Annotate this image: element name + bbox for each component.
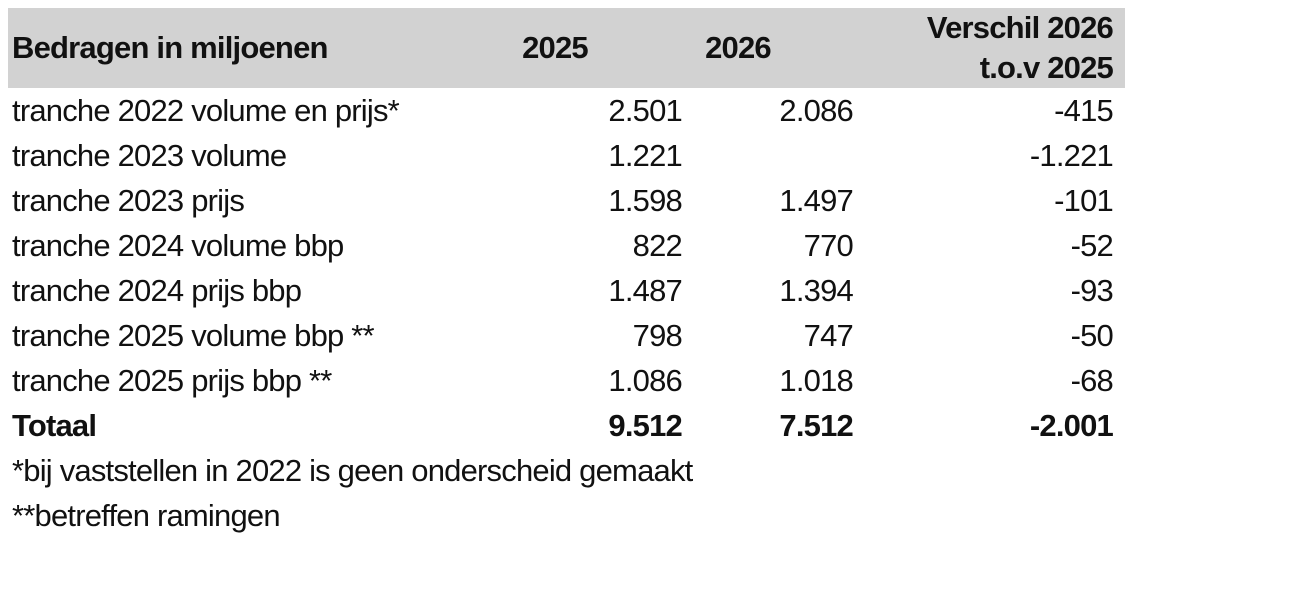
row-value-2026: 1.497 <box>779 182 853 218</box>
row-value-2025: 2.501 <box>608 92 682 128</box>
row-value-2026: 2.086 <box>779 92 853 128</box>
table-row: tranche 2024 prijs bbp 1.487 1.394 -93 <box>8 268 1125 313</box>
row-label: tranche 2024 prijs bbp <box>12 272 302 308</box>
row-value-difference: -2.001 <box>1029 407 1114 443</box>
table-row: tranche 2023 prijs 1.598 1.497 -101 <box>8 178 1125 223</box>
row-value-2025: 1.598 <box>608 182 682 218</box>
row-value-2026: 1.394 <box>779 272 853 308</box>
header-2025: 2025 <box>522 30 589 65</box>
header-difference-line1: Verschil 2026 <box>926 10 1114 45</box>
row-label: tranche 2025 volume bbp ** <box>12 317 375 353</box>
row-value-2025: 9.512 <box>608 407 682 443</box>
row-value-2025: 822 <box>632 227 683 263</box>
row-value-difference: -52 <box>1070 227 1114 263</box>
row-label: tranche 2022 volume en prijs* <box>12 92 400 128</box>
row-value-difference: -50 <box>1070 317 1114 353</box>
row-value-2025: 798 <box>632 317 683 353</box>
table-rows: tranche 2022 volume en prijs* 2.501 2.08… <box>8 88 1125 448</box>
row-label: tranche 2023 prijs <box>12 182 245 218</box>
row-value-2025: 1.086 <box>608 362 682 398</box>
row-value-difference: -415 <box>1054 92 1114 128</box>
row-value-2025: 1.221 <box>608 137 682 173</box>
table-row: tranche 2025 prijs bbp ** 1.086 1.018 -6… <box>8 358 1125 403</box>
row-value-2026: 7.512 <box>779 407 853 443</box>
row-value-2026: 747 <box>803 317 854 353</box>
header-difference: Verschil 2026 t.o.v 2025 <box>860 8 1125 88</box>
header-difference-line2: t.o.v 2025 <box>979 50 1114 85</box>
row-value-2026: 770 <box>803 227 854 263</box>
header-2026: 2026 <box>705 30 772 65</box>
header-amounts-label: Bedragen in miljoenen <box>12 30 328 65</box>
row-label: tranche 2023 volume <box>12 137 287 173</box>
row-value-2025: 1.487 <box>608 272 682 308</box>
table-row: tranche 2023 volume 1.221 -1.221 <box>8 133 1125 178</box>
table-row: tranche 2025 volume bbp ** 798 747 -50 <box>8 313 1125 358</box>
footnote-double-asterisk: **betreffen ramingen <box>12 497 281 533</box>
row-label: Totaal <box>12 407 97 443</box>
row-label: tranche 2025 prijs bbp ** <box>12 362 332 398</box>
table-row: tranche 2022 volume en prijs* 2.501 2.08… <box>8 88 1125 133</box>
row-value-difference: -93 <box>1070 272 1114 308</box>
table-header-row: Bedragen in miljoenen 2025 2026 Verschil… <box>8 8 1125 88</box>
row-value-difference: -1.221 <box>1029 137 1114 173</box>
row-value-difference: -68 <box>1070 362 1114 398</box>
table-row: tranche 2024 volume bbp 822 770 -52 <box>8 223 1125 268</box>
row-value-difference: -101 <box>1054 182 1114 218</box>
table-row: Totaal 9.512 7.512 -2.001 <box>8 403 1125 448</box>
row-label: tranche 2024 volume bbp <box>12 227 344 263</box>
amounts-table: Bedragen in miljoenen 2025 2026 Verschil… <box>8 8 1125 538</box>
footnote-single-asterisk: *bij vaststellen in 2022 is geen ondersc… <box>12 452 693 488</box>
row-value-2026: 1.018 <box>779 362 853 398</box>
